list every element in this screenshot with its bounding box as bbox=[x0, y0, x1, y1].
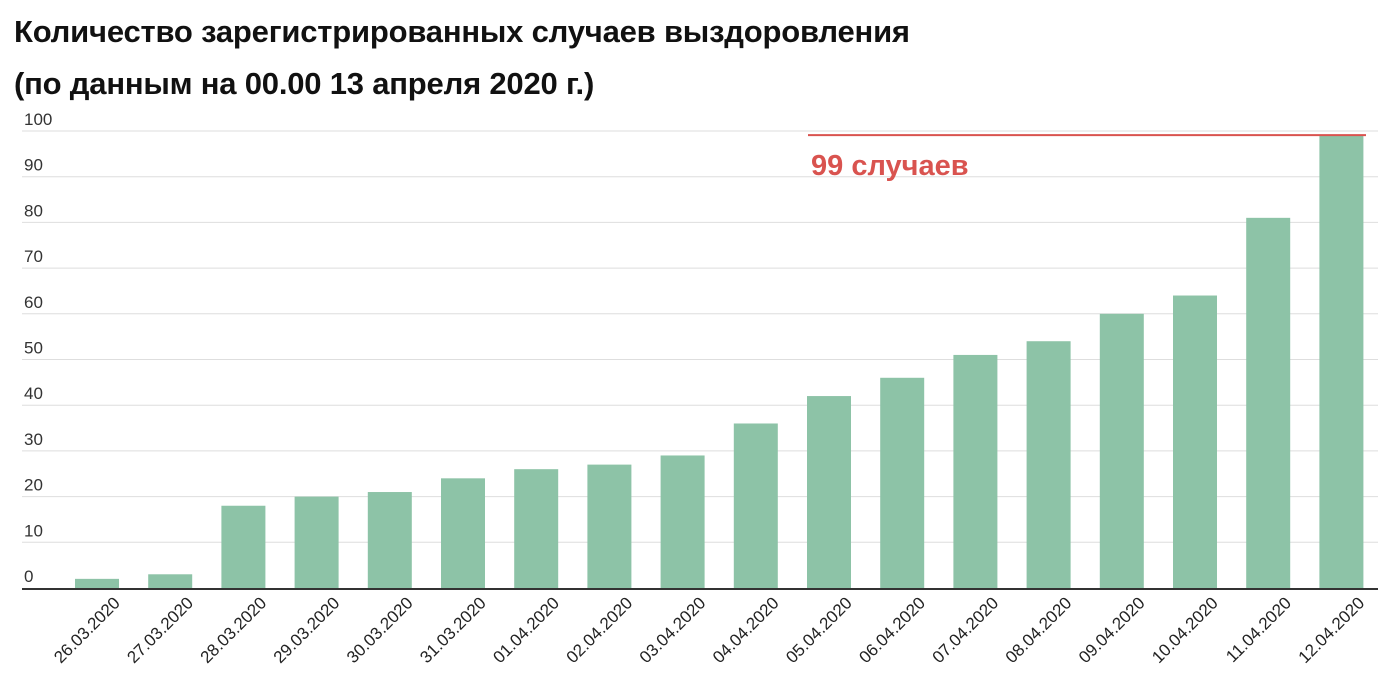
chart-subtitle: (по данным на 00.00 13 апреля 2020 г.) bbox=[14, 66, 595, 101]
y-axis-ticks: 0 10 20 30 40 50 60 70 80 90 100 bbox=[24, 110, 52, 586]
x-tick-label: 10.04.2020 bbox=[1148, 593, 1222, 667]
bar bbox=[807, 396, 851, 588]
x-tick-label: 02.04.2020 bbox=[563, 593, 637, 667]
x-tick-label: 08.04.2020 bbox=[1002, 593, 1076, 667]
x-tick-label: 04.04.2020 bbox=[709, 593, 783, 667]
x-tick-label: 29.03.2020 bbox=[270, 593, 344, 667]
chart-title: Количество зарегистрированных случаев вы… bbox=[14, 14, 910, 49]
y-tick-label: 80 bbox=[24, 201, 43, 220]
bar bbox=[148, 574, 193, 588]
bar bbox=[1246, 217, 1291, 588]
x-tick-label: 03.04.2020 bbox=[636, 593, 710, 667]
y-tick-label: 0 bbox=[24, 567, 33, 586]
y-tick-label: 20 bbox=[24, 476, 43, 495]
bar bbox=[367, 492, 412, 588]
y-tick-label: 70 bbox=[24, 247, 43, 266]
annotation-label: 99 случаев bbox=[811, 150, 969, 182]
x-tick-label: 05.04.2020 bbox=[782, 593, 856, 667]
bar bbox=[1173, 295, 1217, 588]
x-tick-label: 12.04.2020 bbox=[1295, 593, 1369, 667]
x-tick-label: 27.03.2020 bbox=[123, 593, 197, 667]
x-axis-ticks: 26.03.2020 27.03.2020 28.03.2020 29.03.2020… bbox=[50, 593, 1368, 667]
bar bbox=[1099, 313, 1144, 588]
bar bbox=[733, 423, 778, 588]
bar bbox=[1319, 135, 1364, 588]
x-tick-label: 01.04.2020 bbox=[489, 593, 563, 667]
x-tick-label: 11.04.2020 bbox=[1222, 593, 1295, 666]
x-tick-label: 06.04.2020 bbox=[855, 593, 929, 667]
y-tick-label: 60 bbox=[24, 293, 43, 312]
bar bbox=[880, 377, 925, 588]
bar bbox=[441, 478, 485, 588]
bar bbox=[1026, 341, 1071, 588]
x-tick-label: 30.03.2020 bbox=[343, 593, 417, 667]
y-tick-label: 90 bbox=[24, 156, 43, 175]
x-tick-label: 26.03.2020 bbox=[50, 593, 124, 667]
bar bbox=[587, 464, 632, 588]
bar bbox=[75, 578, 119, 588]
y-tick-label: 10 bbox=[24, 521, 43, 540]
y-tick-label: 50 bbox=[24, 339, 43, 358]
x-tick-label: 07.04.2020 bbox=[929, 593, 1003, 667]
x-tick-label: 28.03.2020 bbox=[197, 593, 271, 667]
bar bbox=[660, 455, 705, 588]
bars bbox=[75, 135, 1364, 588]
bar bbox=[221, 505, 266, 588]
bar bbox=[953, 354, 998, 588]
y-tick-label: 30 bbox=[24, 430, 43, 449]
y-tick-label: 40 bbox=[24, 384, 43, 403]
gridlines bbox=[22, 130, 1378, 543]
x-tick-label: 31.03.2020 bbox=[416, 593, 490, 667]
x-tick-label: 09.04.2020 bbox=[1075, 593, 1149, 667]
annotation: 99 случаев bbox=[808, 134, 1366, 182]
bar bbox=[294, 496, 339, 588]
y-tick-label: 100 bbox=[24, 110, 52, 129]
bar bbox=[514, 469, 559, 588]
